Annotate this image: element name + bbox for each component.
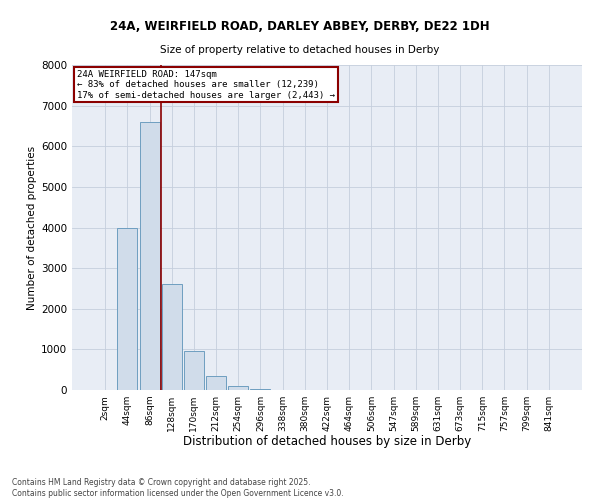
- Y-axis label: Number of detached properties: Number of detached properties: [27, 146, 37, 310]
- Text: Contains HM Land Registry data © Crown copyright and database right 2025.
Contai: Contains HM Land Registry data © Crown c…: [12, 478, 344, 498]
- Bar: [140, 122, 160, 390]
- Bar: [184, 352, 204, 390]
- Text: 24A, WEIRFIELD ROAD, DARLEY ABBEY, DERBY, DE22 1DH: 24A, WEIRFIELD ROAD, DARLEY ABBEY, DERBY…: [110, 20, 490, 33]
- Bar: [118, 228, 137, 390]
- Text: 24A WEIRFIELD ROAD: 147sqm
← 83% of detached houses are smaller (12,239)
17% of : 24A WEIRFIELD ROAD: 147sqm ← 83% of deta…: [77, 70, 335, 100]
- Text: Size of property relative to detached houses in Derby: Size of property relative to detached ho…: [160, 45, 440, 55]
- Bar: [228, 386, 248, 390]
- Bar: [206, 376, 226, 390]
- X-axis label: Distribution of detached houses by size in Derby: Distribution of detached houses by size …: [183, 436, 471, 448]
- Bar: [162, 284, 182, 390]
- Bar: [250, 389, 271, 390]
